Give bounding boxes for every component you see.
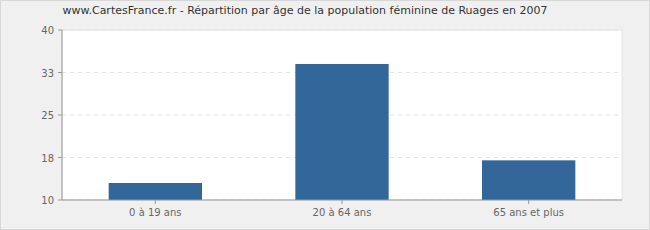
x-tick bbox=[528, 200, 529, 204]
title: www.CartesFrance.fr - Répartition par âg… bbox=[62, 4, 547, 17]
tick-mark bbox=[58, 157, 62, 158]
tick-label: 40 bbox=[41, 25, 54, 36]
x-tick bbox=[155, 200, 156, 204]
chart: www.CartesFrance.fr - Répartition par âg… bbox=[0, 0, 650, 230]
grid-line bbox=[62, 30, 622, 31]
category-label: 20 à 64 ans bbox=[313, 207, 372, 218]
y-axis bbox=[62, 30, 63, 200]
tick-mark bbox=[58, 30, 62, 31]
tick-label: 18 bbox=[41, 153, 54, 164]
tick-label: 25 bbox=[41, 110, 54, 121]
x-tick bbox=[342, 200, 343, 204]
background bbox=[1, 1, 650, 230]
tick-mark bbox=[58, 72, 62, 73]
plot-area bbox=[62, 30, 622, 200]
tick-label: 33 bbox=[41, 68, 54, 79]
bar bbox=[109, 183, 202, 200]
tick-label: 10 bbox=[41, 195, 54, 206]
bars bbox=[109, 64, 576, 200]
bar bbox=[482, 160, 575, 200]
bar bbox=[295, 64, 388, 200]
category-label: 65 ans et plus bbox=[493, 207, 564, 218]
tick-mark bbox=[58, 115, 62, 116]
category-label: 0 à 19 ans bbox=[129, 207, 181, 218]
tick-mark bbox=[58, 200, 62, 201]
